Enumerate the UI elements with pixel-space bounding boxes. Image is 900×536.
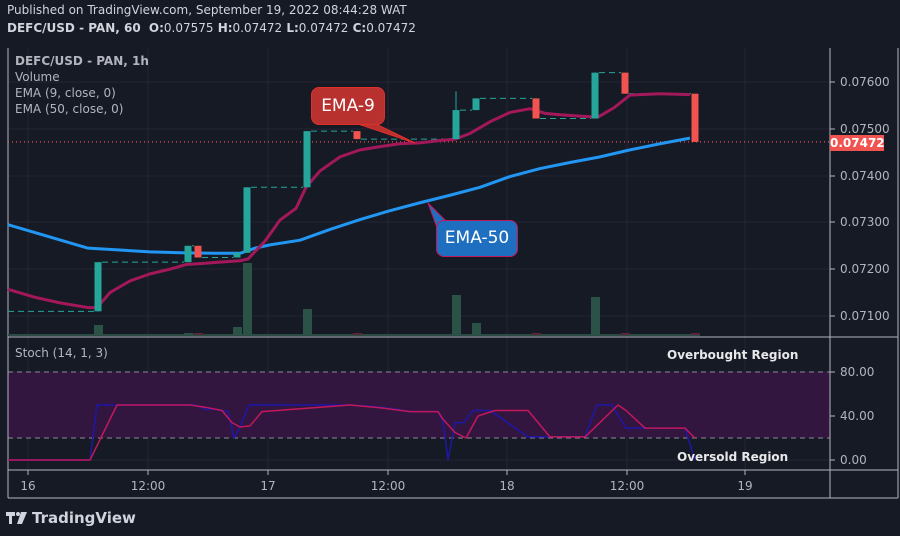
candle-up [184,245,192,263]
legend-title[interactable]: DEFC/USD - PAN, 1h [15,54,149,68]
ema50-line [7,136,691,255]
time-tick: 19 [737,479,753,493]
legend-volume[interactable]: Volume [15,70,60,84]
overbought-label: Overbought Region [667,348,799,362]
ema9-callout: EMA-9 [311,87,385,125]
brand-name: TradingView [32,509,136,527]
volume-bar [472,323,481,335]
symbol-ohlc-line: DEFC/USD - PAN, 60 O:0.07575 H:0.07472 L… [7,21,416,35]
oversold-label: Oversold Region [677,450,789,464]
price-tick: 0.07300 [840,215,890,229]
legend-ema9[interactable]: EMA (9, close, 0) [15,86,116,100]
last-price-badge: 0.07472 [830,135,885,151]
stoch-d-line [8,404,696,461]
candle-down [691,93,699,142]
open-label: O: [148,21,164,35]
time-tick: 12:00 [370,479,406,493]
time-tick: 18 [499,479,515,493]
low-value: 0.07472 [298,21,349,35]
stoch-label[interactable]: Stoch (14, 1, 3) [15,346,108,360]
time-tick: 12:00 [130,479,166,493]
volume-bar [353,333,362,335]
volume-bar [243,263,252,335]
candle-up [472,98,480,111]
candle-up [243,187,251,253]
candle-down [532,98,540,119]
stoch-tick: 40.00 [840,409,875,423]
time-tick: 17 [260,479,276,493]
ema50-callout-text: EMA-50 [444,228,510,248]
volume-bar [691,333,700,335]
ema50-callout: EMA-50 [436,220,518,257]
time-tick: 16 [20,479,36,493]
candle-up [591,72,599,119]
volume-bar [532,333,541,335]
candle-up [303,131,311,188]
volume-bar [194,333,203,335]
stoch-tick: 80.00 [840,365,875,379]
published-line: Published on TradingView.com, September … [7,3,407,17]
volume-bar [94,325,103,335]
volume-bar [452,295,461,335]
price-tick: 0.07200 [840,262,890,276]
price-tick: 0.07500 [840,122,890,136]
price-tick: 0.07100 [840,309,890,323]
volume-bar [233,327,242,335]
price-tick: 0.07400 [840,169,890,183]
volume-bar [184,333,193,335]
volume-bar [303,309,312,335]
candle-down [353,131,361,140]
ema9-line [7,92,691,310]
high-label: H: [217,21,233,35]
high-value: 0.07472 [232,21,283,35]
tradingview-logo-icon [6,512,27,524]
volume-bar [621,333,630,335]
time-tick: 12:00 [609,479,645,493]
chart-legend: DEFC/USD - PAN, 1h Volume EMA (9, close,… [15,53,149,117]
ema9-callout-pointer [351,121,416,144]
low-label: L: [286,21,299,35]
tradingview-logo[interactable]: TradingView [6,509,136,527]
ema9-callout-text: EMA-9 [321,96,375,116]
candle-up [94,262,102,312]
candle-down [621,72,629,94]
open-value: 0.07575 [163,21,214,35]
price-tick: 0.07600 [840,75,890,89]
candle-up [452,110,460,140]
candle-down [194,245,202,258]
stoch-tick: 0.00 [840,453,867,467]
close-value: 0.07472 [366,21,416,35]
close-label: C: [352,21,367,35]
volume-bar [591,297,600,335]
candle-up [233,252,241,258]
legend-ema50[interactable]: EMA (50, close, 0) [15,102,124,116]
symbol-label: DEFC/USD - PAN, 60 [7,21,141,35]
